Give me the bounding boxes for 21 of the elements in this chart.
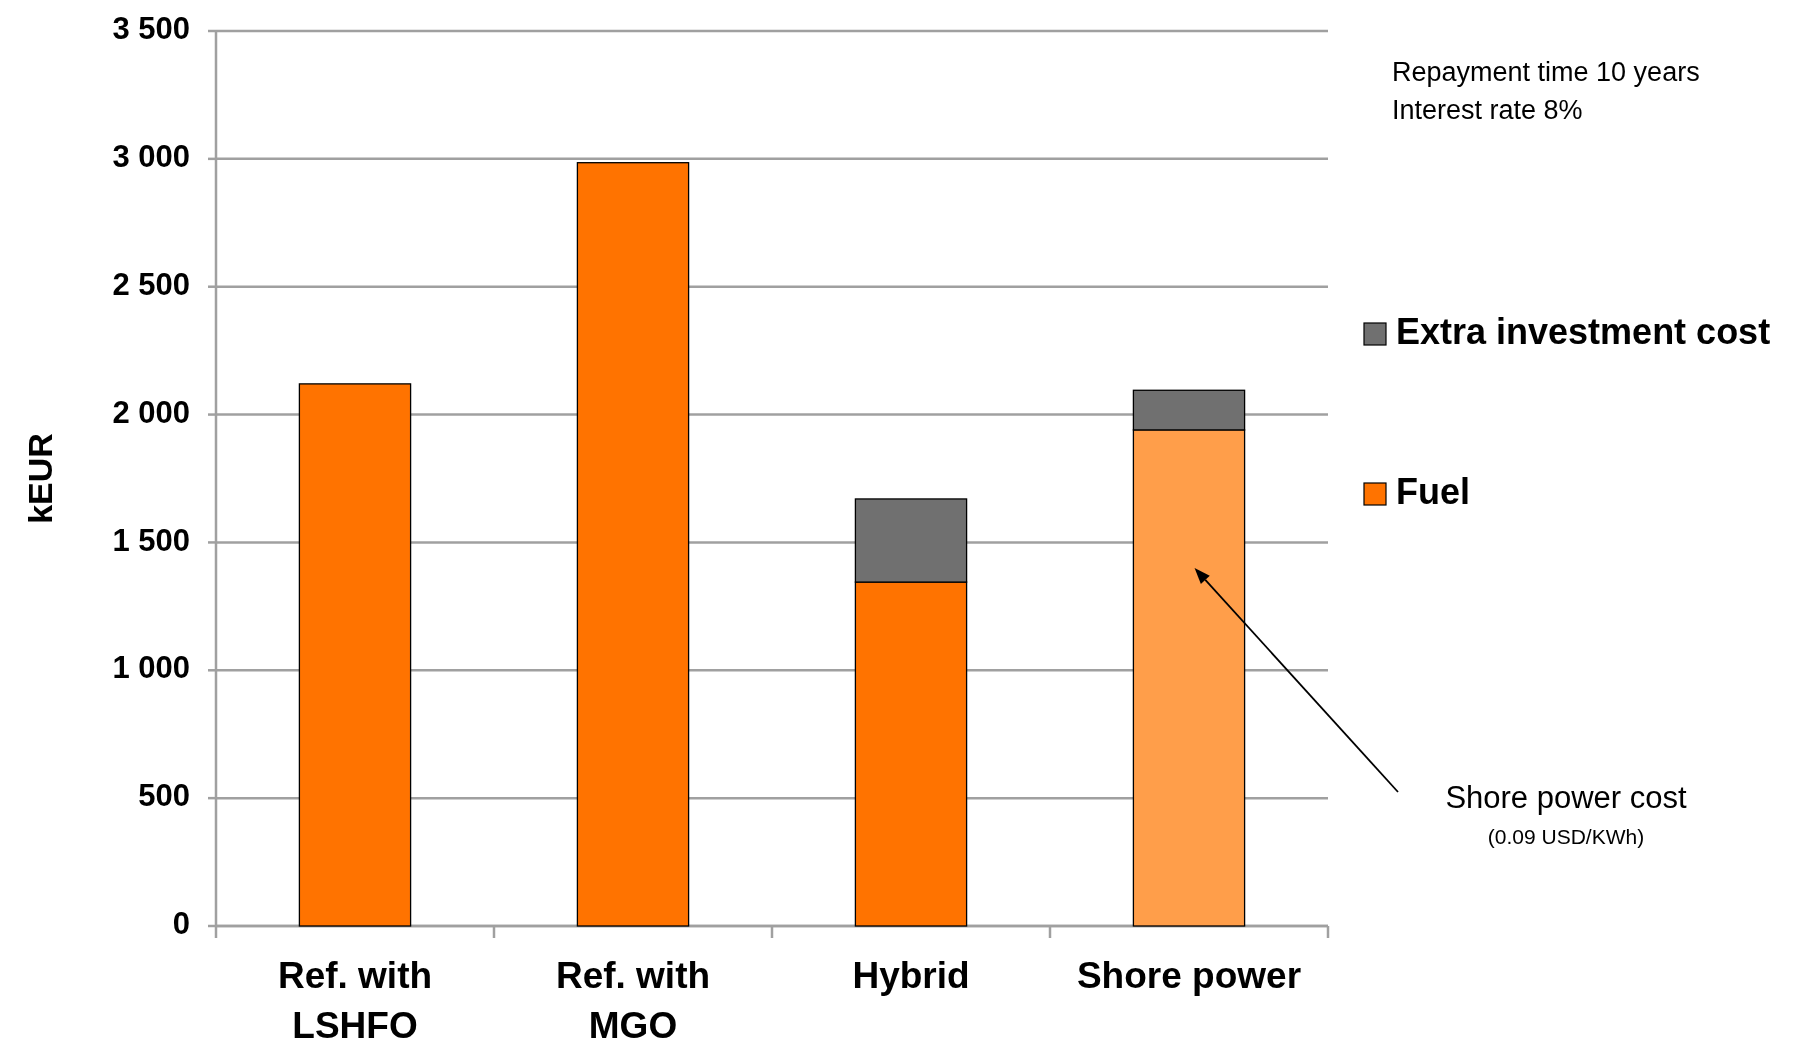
x-tick-label: Ref. with MGO bbox=[555, 955, 711, 1046]
y-tick-label: 2 000 bbox=[112, 394, 190, 430]
y-tick-label: 1 000 bbox=[112, 650, 190, 686]
legend-label: Extra investment cost bbox=[1396, 310, 1771, 352]
y-tick-label: 3 500 bbox=[112, 11, 190, 47]
bar bbox=[576, 162, 690, 927]
text: Repayment time 10 years bbox=[1392, 57, 1700, 88]
text: Shore power cost bbox=[1445, 780, 1687, 816]
x-tick-label: Shore power bbox=[1076, 955, 1302, 996]
y-tick-label: 0 bbox=[172, 906, 190, 942]
text: Interest rate 8% bbox=[1392, 95, 1583, 126]
y-tick-label: 1 500 bbox=[112, 522, 190, 558]
y-tick-label: 500 bbox=[138, 778, 190, 814]
x-tick-label: Ref. with LSHFO bbox=[277, 955, 433, 1046]
y-tick-label: 3 000 bbox=[112, 139, 190, 175]
legend-label: Fuel bbox=[1396, 470, 1471, 512]
bar bbox=[298, 383, 412, 927]
y-tick-label: 2 500 bbox=[112, 266, 190, 302]
text: (0.09 USD/KWh) bbox=[1487, 824, 1645, 848]
x-tick-label: Hybrid bbox=[852, 955, 970, 996]
y-axis-title: kEUR bbox=[21, 433, 59, 524]
